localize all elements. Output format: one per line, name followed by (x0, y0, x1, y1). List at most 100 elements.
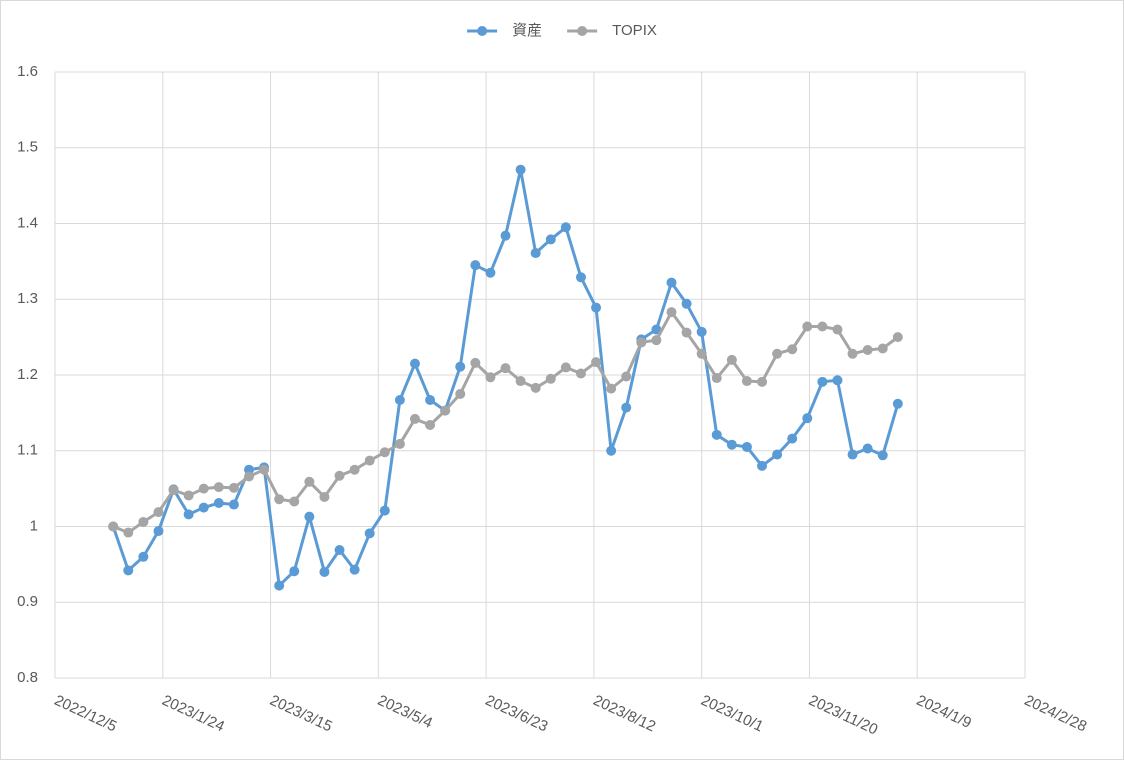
point (485, 267, 496, 278)
point (183, 490, 194, 501)
point (425, 419, 436, 430)
y-tick-label: 0.9 (17, 593, 38, 610)
point (213, 498, 224, 509)
point (892, 332, 903, 343)
point (832, 324, 843, 335)
point (515, 376, 526, 387)
point (681, 298, 692, 309)
point (108, 521, 119, 532)
point (289, 566, 300, 577)
point (334, 544, 345, 555)
point (832, 375, 843, 386)
point (711, 429, 722, 440)
point (319, 566, 330, 577)
y-tick-label: 1.5 (17, 139, 38, 156)
point (379, 447, 390, 458)
point (741, 376, 752, 387)
point (394, 438, 405, 449)
point (500, 230, 511, 241)
point (334, 470, 345, 481)
point (711, 373, 722, 384)
point (470, 260, 481, 271)
point (560, 362, 571, 373)
point (560, 222, 571, 233)
point (364, 528, 375, 539)
legend-marker (477, 26, 488, 36)
point (545, 373, 556, 384)
point (198, 483, 209, 494)
point (515, 164, 526, 175)
point (802, 321, 813, 332)
legend-label: TOPIX (612, 22, 657, 39)
point (681, 327, 692, 338)
point (274, 494, 285, 505)
point (349, 564, 360, 575)
point (892, 398, 903, 409)
point (651, 324, 662, 335)
y-tick-label: 1 (30, 517, 38, 534)
y-tick-label: 0.8 (17, 669, 38, 686)
point (183, 509, 194, 520)
point (168, 485, 179, 496)
point (409, 358, 420, 369)
point (304, 476, 315, 487)
point (289, 496, 300, 507)
point (591, 357, 602, 368)
point (138, 551, 149, 562)
point (757, 376, 768, 387)
point (696, 348, 707, 359)
point (666, 277, 677, 288)
point (877, 343, 888, 354)
point (409, 413, 420, 424)
point (575, 368, 586, 379)
point (319, 491, 330, 502)
point (455, 388, 466, 399)
y-tick-label: 1.6 (17, 63, 38, 80)
point (425, 394, 436, 405)
y-tick-label: 1.1 (17, 442, 38, 459)
y-tick-label: 1.4 (17, 214, 38, 231)
point (741, 441, 752, 452)
point (787, 433, 798, 444)
point (394, 394, 405, 405)
point (772, 449, 783, 460)
point (364, 455, 375, 466)
point (138, 516, 149, 527)
point (228, 499, 239, 510)
point (213, 482, 224, 493)
point (545, 234, 556, 245)
point (726, 354, 737, 365)
point (877, 450, 888, 461)
point (621, 371, 632, 382)
point (817, 376, 828, 387)
point (606, 445, 617, 456)
point (500, 363, 511, 374)
point (304, 511, 315, 522)
point (802, 413, 813, 424)
point (772, 348, 783, 359)
point (259, 464, 270, 475)
point (606, 383, 617, 394)
legend-label: 資産 (512, 22, 542, 39)
point (153, 507, 164, 518)
point (651, 335, 662, 346)
point (636, 337, 647, 348)
point (153, 526, 164, 537)
point (696, 326, 707, 337)
point (847, 449, 858, 460)
point (228, 482, 239, 493)
point (591, 302, 602, 313)
point (379, 505, 390, 516)
point (530, 382, 541, 393)
point (862, 443, 873, 454)
point (757, 460, 768, 471)
point (666, 307, 677, 318)
point (485, 372, 496, 383)
point (847, 348, 858, 359)
point (274, 580, 285, 591)
point (470, 357, 481, 368)
point (817, 321, 828, 332)
point (349, 464, 360, 475)
